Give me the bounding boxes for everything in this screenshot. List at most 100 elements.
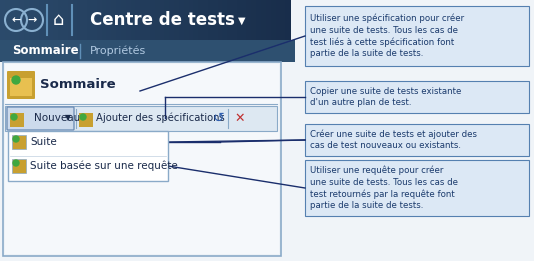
FancyBboxPatch shape: [305, 160, 529, 216]
FancyBboxPatch shape: [0, 40, 295, 62]
FancyBboxPatch shape: [193, 0, 199, 40]
Text: Nouveau: Nouveau: [34, 113, 80, 123]
FancyBboxPatch shape: [261, 0, 267, 40]
FancyBboxPatch shape: [7, 71, 35, 99]
Circle shape: [11, 114, 17, 120]
FancyBboxPatch shape: [24, 0, 30, 40]
FancyBboxPatch shape: [160, 0, 166, 40]
FancyBboxPatch shape: [7, 107, 74, 130]
FancyBboxPatch shape: [87, 0, 93, 40]
FancyBboxPatch shape: [63, 0, 69, 40]
Circle shape: [13, 160, 19, 166]
FancyBboxPatch shape: [247, 0, 253, 40]
FancyBboxPatch shape: [252, 0, 257, 40]
FancyBboxPatch shape: [10, 78, 32, 96]
FancyBboxPatch shape: [237, 0, 242, 40]
FancyBboxPatch shape: [266, 0, 272, 40]
FancyBboxPatch shape: [125, 0, 131, 40]
FancyBboxPatch shape: [73, 0, 78, 40]
FancyBboxPatch shape: [135, 0, 141, 40]
FancyBboxPatch shape: [305, 124, 529, 156]
FancyBboxPatch shape: [97, 0, 103, 40]
FancyBboxPatch shape: [184, 0, 190, 40]
FancyBboxPatch shape: [68, 0, 74, 40]
Circle shape: [13, 136, 19, 142]
Text: Sommaire: Sommaire: [12, 44, 78, 57]
FancyBboxPatch shape: [38, 0, 44, 40]
FancyBboxPatch shape: [189, 0, 194, 40]
FancyBboxPatch shape: [174, 0, 180, 40]
FancyBboxPatch shape: [5, 0, 11, 40]
FancyBboxPatch shape: [0, 0, 6, 40]
FancyBboxPatch shape: [77, 0, 83, 40]
Text: Utiliser une spécification pour créer
une suite de tests. Tous les cas de
test l: Utiliser une spécification pour créer un…: [310, 14, 464, 58]
Circle shape: [80, 114, 86, 120]
FancyBboxPatch shape: [111, 0, 117, 40]
FancyBboxPatch shape: [208, 0, 214, 40]
FancyBboxPatch shape: [198, 0, 204, 40]
FancyBboxPatch shape: [5, 64, 279, 254]
Text: Propriétés: Propriétés: [90, 46, 146, 56]
FancyBboxPatch shape: [242, 0, 247, 40]
FancyBboxPatch shape: [145, 0, 151, 40]
FancyBboxPatch shape: [217, 0, 223, 40]
FancyBboxPatch shape: [43, 0, 49, 40]
FancyBboxPatch shape: [305, 81, 529, 113]
FancyBboxPatch shape: [121, 0, 127, 40]
Text: ▼: ▼: [238, 16, 246, 26]
FancyBboxPatch shape: [271, 0, 277, 40]
FancyBboxPatch shape: [82, 0, 88, 40]
FancyBboxPatch shape: [276, 0, 281, 40]
Text: ↺: ↺: [212, 111, 224, 125]
FancyBboxPatch shape: [10, 113, 24, 127]
Text: ←: ←: [11, 15, 21, 25]
Text: ⌂: ⌂: [52, 11, 64, 29]
FancyBboxPatch shape: [280, 0, 286, 40]
Text: ▼: ▼: [65, 114, 71, 122]
FancyBboxPatch shape: [92, 0, 98, 40]
FancyBboxPatch shape: [29, 0, 35, 40]
FancyBboxPatch shape: [8, 131, 168, 181]
FancyBboxPatch shape: [49, 0, 54, 40]
FancyBboxPatch shape: [101, 0, 107, 40]
Text: Ajouter des spécifications: Ajouter des spécifications: [96, 113, 225, 123]
FancyBboxPatch shape: [130, 0, 136, 40]
FancyBboxPatch shape: [305, 6, 529, 66]
FancyBboxPatch shape: [58, 0, 64, 40]
Text: Copier une suite de tests existante
d'un autre plan de test.: Copier une suite de tests existante d'un…: [310, 87, 461, 107]
FancyBboxPatch shape: [227, 0, 233, 40]
FancyBboxPatch shape: [53, 0, 59, 40]
FancyBboxPatch shape: [19, 0, 25, 40]
FancyBboxPatch shape: [164, 0, 170, 40]
FancyBboxPatch shape: [5, 106, 277, 131]
FancyBboxPatch shape: [3, 62, 281, 256]
FancyBboxPatch shape: [150, 0, 156, 40]
FancyBboxPatch shape: [34, 0, 40, 40]
FancyBboxPatch shape: [10, 0, 15, 40]
Text: Suite: Suite: [30, 137, 57, 147]
FancyBboxPatch shape: [232, 0, 238, 40]
FancyBboxPatch shape: [179, 0, 185, 40]
FancyBboxPatch shape: [203, 0, 209, 40]
Circle shape: [12, 76, 20, 84]
Text: Suite basée sur une requête: Suite basée sur une requête: [30, 161, 178, 171]
FancyBboxPatch shape: [12, 159, 26, 173]
FancyBboxPatch shape: [213, 0, 218, 40]
FancyBboxPatch shape: [169, 0, 175, 40]
FancyBboxPatch shape: [222, 0, 228, 40]
FancyBboxPatch shape: [106, 0, 112, 40]
Text: →: →: [27, 15, 37, 25]
Text: Centre de tests: Centre de tests: [90, 11, 234, 29]
FancyBboxPatch shape: [256, 0, 262, 40]
FancyBboxPatch shape: [116, 0, 122, 40]
FancyBboxPatch shape: [155, 0, 161, 40]
Text: Utiliser une requête pour créer
une suite de tests. Tous les cas de
test retourn: Utiliser une requête pour créer une suit…: [310, 166, 458, 210]
FancyBboxPatch shape: [12, 135, 26, 149]
FancyBboxPatch shape: [285, 0, 291, 40]
Text: Créer une suite de tests et ajouter des
cas de test nouveaux ou existants.: Créer une suite de tests et ajouter des …: [310, 129, 477, 151]
FancyBboxPatch shape: [140, 0, 146, 40]
Text: Sommaire: Sommaire: [40, 79, 116, 92]
FancyBboxPatch shape: [14, 0, 20, 40]
FancyBboxPatch shape: [79, 113, 93, 127]
Text: ✕: ✕: [235, 111, 245, 124]
